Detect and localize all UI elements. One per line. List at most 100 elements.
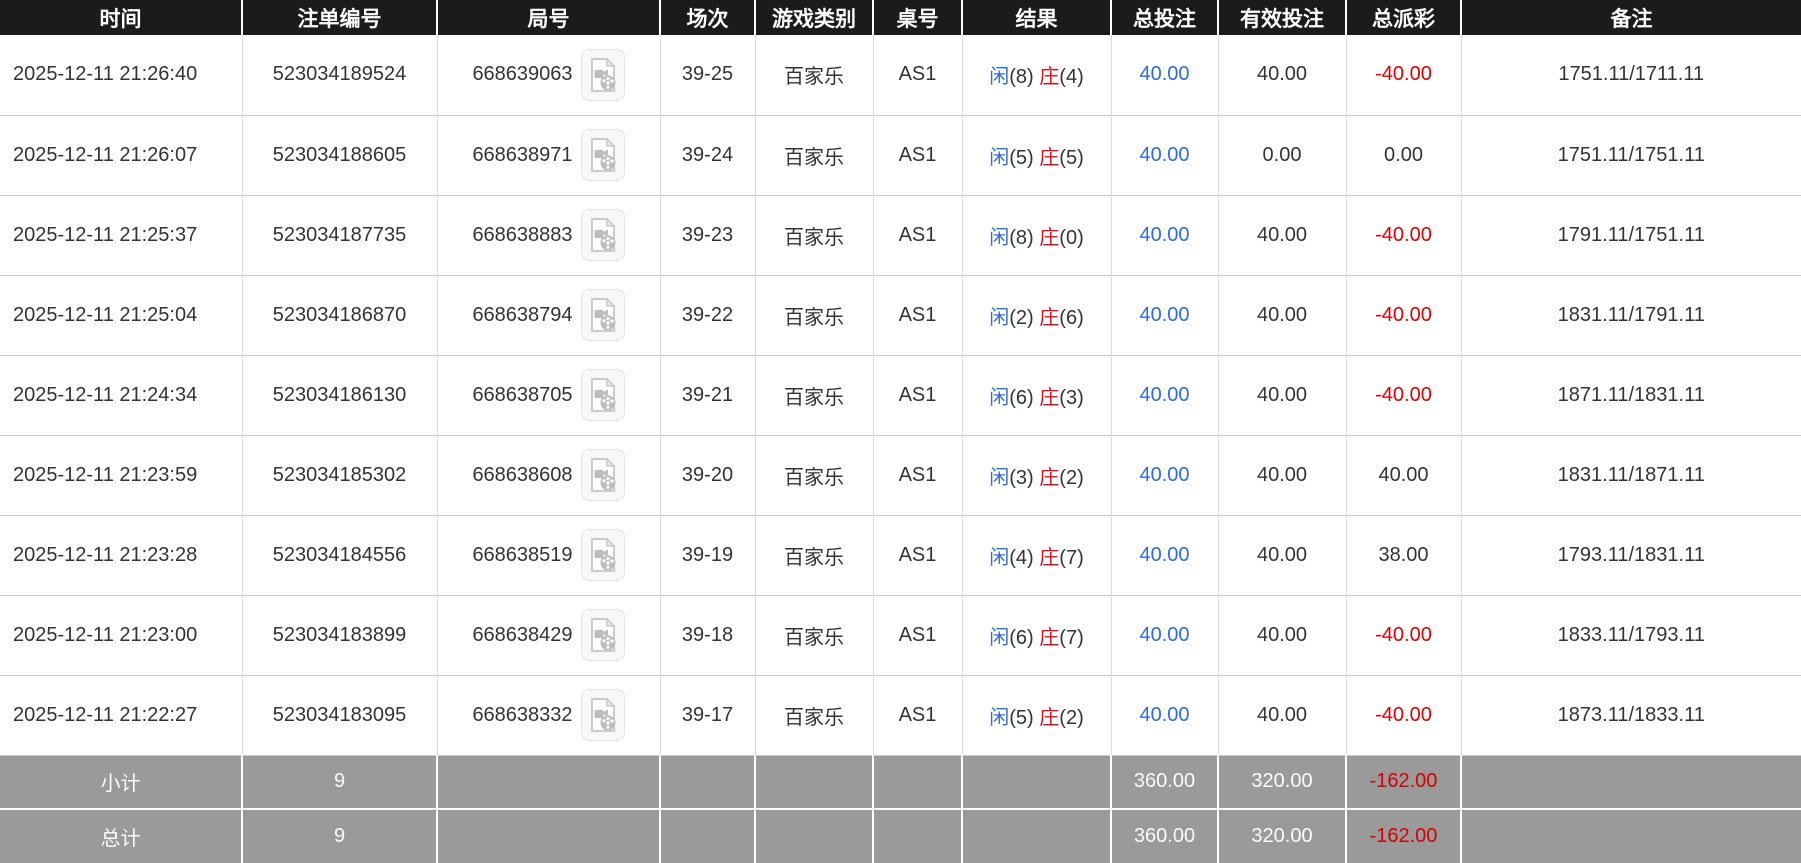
total-label: 总计 (0, 808, 242, 863)
result-player-label: 闲 (989, 546, 1010, 569)
total-bet-cell: 40.00 (1110, 35, 1218, 115)
video-replay-button[interactable] (580, 609, 625, 661)
round-no-wrap: 668638705 (442, 369, 656, 421)
col-header-time: 时间 (0, 0, 242, 35)
result-player-label: 闲 (989, 386, 1010, 409)
valid-bet-cell: 40.00 (1217, 194, 1346, 275)
result-banker-score: (5) (1059, 146, 1084, 169)
result-player-score: (6) (1009, 626, 1034, 649)
valid-bet-cell: 40.00 (1217, 514, 1346, 595)
round-no-wrap: 668639063 (442, 48, 656, 101)
table-row: 2025-12-11 21:26:07 523034188605 6686389… (0, 114, 1801, 195)
table-row: 2025-12-11 21:23:28 523034184556 6686385… (0, 514, 1801, 595)
total-empty-session (659, 808, 755, 863)
time-cell: 2025-12-11 21:22:27 (0, 674, 242, 755)
result-player-score: (3) (1009, 466, 1034, 489)
video-replay-button[interactable] (580, 48, 625, 101)
video-record-icon (590, 697, 616, 732)
payout-cell: -40.00 (1345, 354, 1461, 435)
table-header: 时间 注单编号 局号 场次 游戏类别 桌号 结果 总投注 有效投注 总派彩 备注 (0, 0, 1801, 35)
subtotal-row: 小计 9 360.00 320.00 -162.00 (0, 754, 1801, 809)
video-record-icon (590, 137, 616, 172)
bet-no-cell: 523034189524 (241, 35, 437, 115)
result-player-label: 闲 (989, 226, 1010, 249)
col-header-game-type: 游戏类别 (754, 0, 873, 35)
col-header-bet-no: 注单编号 (241, 0, 437, 35)
total-bet-cell: 40.00 (1110, 674, 1218, 755)
video-replay-button[interactable] (580, 129, 625, 181)
bet-no-cell: 523034184556 (241, 514, 437, 595)
round-no-cell: 668638883 (436, 194, 660, 275)
valid-bet-cell: 0.00 (1217, 114, 1346, 195)
result-banker-label: 庄 (1039, 386, 1060, 409)
subtotal-empty-session (659, 754, 755, 809)
round-no-value: 668638519 (472, 543, 573, 566)
total-bet-cell: 40.00 (1110, 354, 1218, 435)
video-replay-button[interactable] (580, 449, 625, 501)
game-type-cell: 百家乐 (754, 514, 873, 595)
total-payout: -162.00 (1345, 808, 1461, 863)
payout-cell: -40.00 (1345, 674, 1461, 755)
round-no-cell: 668638794 (436, 274, 660, 355)
payout-cell: -40.00 (1345, 35, 1461, 115)
round-no-wrap: 668638794 (442, 289, 656, 341)
result-banker-label: 庄 (1039, 306, 1060, 329)
payout-cell: 0.00 (1345, 114, 1461, 195)
result-player-label: 闲 (989, 306, 1010, 329)
round-no-cell: 668638608 (436, 434, 660, 515)
total-empty-result (961, 808, 1111, 863)
video-replay-button[interactable] (580, 689, 625, 741)
total-count: 9 (241, 808, 437, 863)
payout-cell: -40.00 (1345, 274, 1461, 355)
game-type-cell: 百家乐 (754, 35, 873, 115)
col-header-table-no: 桌号 (872, 0, 962, 35)
table-row: 2025-12-11 21:24:34 523034186130 6686387… (0, 354, 1801, 435)
round-no-wrap: 668638971 (442, 129, 656, 181)
table-no-cell: AS1 (872, 514, 962, 595)
video-replay-button[interactable] (580, 529, 625, 581)
session-cell: 39-20 (659, 434, 755, 515)
video-record-icon (590, 56, 616, 92)
video-record-icon (590, 297, 616, 332)
total-bet-cell: 40.00 (1110, 514, 1218, 595)
result-player-label: 闲 (989, 466, 1010, 489)
valid-bet-cell: 40.00 (1217, 354, 1346, 435)
round-no-value: 668638608 (472, 463, 573, 486)
col-header-total-bet: 总投注 (1110, 0, 1218, 35)
video-replay-button[interactable] (580, 369, 625, 421)
round-no-value: 668638971 (472, 143, 573, 166)
total-bet-cell: 40.00 (1110, 194, 1218, 275)
bet-no-cell: 523034183095 (241, 674, 437, 755)
round-no-cell: 668638429 (436, 594, 660, 675)
video-record-icon (590, 457, 616, 492)
result-player-label: 闲 (989, 146, 1010, 169)
video-record-icon (590, 377, 616, 412)
subtotal-valid-bet: 320.00 (1217, 754, 1346, 809)
video-replay-button[interactable] (580, 289, 625, 341)
result-banker-label: 庄 (1039, 546, 1060, 569)
table-body: 2025-12-11 21:26:40 523034189524 6686390… (0, 35, 1801, 755)
col-header-result: 结果 (961, 0, 1111, 35)
bet-no-cell: 523034188605 (241, 114, 437, 195)
result-banker-score: (7) (1059, 626, 1084, 649)
col-header-session: 场次 (659, 0, 755, 35)
total-row: 总计 9 360.00 320.00 -162.00 (0, 808, 1801, 863)
subtotal-total-bet: 360.00 (1110, 754, 1218, 809)
result-cell: 闲(5) 庄(5) (961, 114, 1111, 195)
total-empty-table-no (872, 808, 962, 863)
round-no-cell: 668638971 (436, 114, 660, 195)
result-banker-label: 庄 (1039, 226, 1060, 249)
video-record-icon (590, 537, 616, 572)
table-no-cell: AS1 (872, 594, 962, 675)
total-valid-bet: 320.00 (1217, 808, 1346, 863)
total-bet-cell: 40.00 (1110, 434, 1218, 515)
video-replay-button[interactable] (580, 209, 625, 261)
subtotal-payout: -162.00 (1345, 754, 1461, 809)
remark-cell: 1793.11/1831.11 (1460, 514, 1801, 595)
game-type-cell: 百家乐 (754, 194, 873, 275)
result-cell: 闲(6) 庄(3) (961, 354, 1111, 435)
total-bet-cell: 40.00 (1110, 274, 1218, 355)
remark-cell: 1833.11/1793.11 (1460, 594, 1801, 675)
remark-cell: 1873.11/1833.11 (1460, 674, 1801, 755)
game-type-cell: 百家乐 (754, 354, 873, 435)
